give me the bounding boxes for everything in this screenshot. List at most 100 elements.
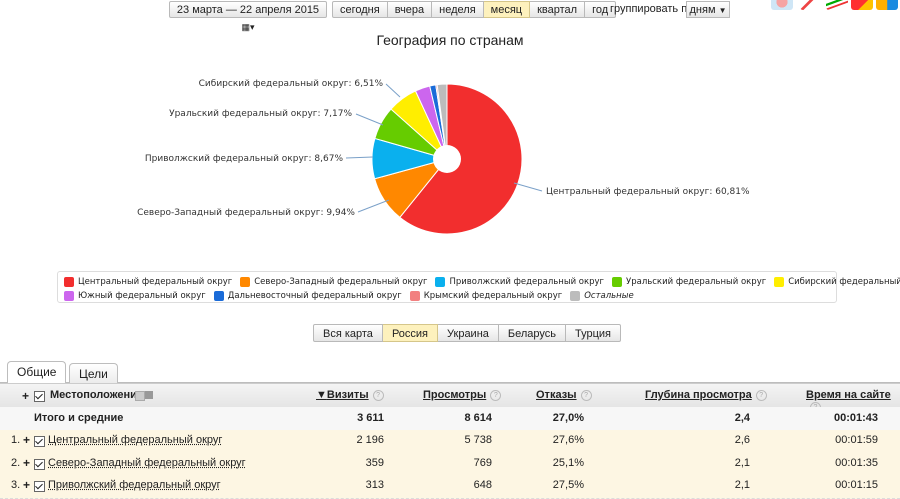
row-depth: 2,1	[660, 457, 750, 469]
tab-general[interactable]: Общие	[7, 361, 66, 383]
leader-line-siberian	[386, 84, 400, 97]
column-depth[interactable]: Глубина просмотра?	[645, 389, 767, 401]
legend-label: Центральный федеральный округ	[78, 277, 232, 287]
row-location-link[interactable]: Северо-Западный федеральный округ	[48, 457, 246, 469]
region-russia-button[interactable]: Россия	[383, 324, 438, 342]
row-bounce: 27,5%	[500, 479, 584, 491]
row-views: 5 738	[410, 434, 492, 446]
leader-line-ural	[356, 114, 383, 125]
legend-label: Дальневосточный федеральный округ	[228, 291, 402, 301]
region-ukraine-button[interactable]: Украина	[438, 324, 499, 342]
table-total-row: Итого и средние 3 611 8 614 27,0% 2,4 00…	[0, 407, 900, 431]
legend-item-fareast[interactable]: Дальневосточный федеральный округ	[214, 291, 402, 301]
row-number: 2.	[11, 457, 20, 469]
legend-label: Сибирский федеральный округ	[788, 277, 900, 287]
row-visits: 313	[300, 479, 384, 491]
total-depth: 2,4	[660, 412, 750, 424]
row-checkbox[interactable]	[34, 480, 45, 492]
legend-label: Уральский федеральный округ	[626, 277, 766, 287]
row-time: 00:01:59	[790, 434, 878, 446]
row-checkbox[interactable]	[34, 435, 45, 447]
legend-item-siberian[interactable]: Сибирский федеральный округ	[774, 277, 900, 287]
pie-chart: Сибирский федеральный округ: 6,51% Ураль…	[0, 0, 900, 260]
legend-item-volga[interactable]: Приволжский федеральный округ	[435, 277, 604, 287]
row-views: 769	[410, 457, 492, 469]
help-icon[interactable]: ?	[756, 390, 767, 401]
legend-label: Южный федеральный округ	[78, 291, 206, 301]
column-location[interactable]: Местоположение	[50, 389, 143, 401]
legend-swatch	[410, 291, 420, 301]
legend-item-ural[interactable]: Уральский федеральный округ	[612, 277, 766, 287]
region-turkey-button[interactable]: Турция	[566, 324, 621, 342]
row-bounce: 25,1%	[500, 457, 584, 469]
legend-item-other[interactable]: Остальные	[570, 291, 633, 301]
legend-item-northwest[interactable]: Северо-Западный федеральный округ	[240, 277, 427, 287]
select-all-checkbox[interactable]	[34, 390, 45, 402]
table-row[interactable]: 2. + Северо-Западный федеральный округ 3…	[0, 452, 900, 475]
legend-swatch	[64, 291, 74, 301]
slice-label-ural: Уральский федеральный округ: 7,17%	[169, 109, 352, 119]
slice-label-volga: Приволжский федеральный округ: 8,67%	[145, 154, 344, 164]
column-filter-icon[interactable]	[145, 391, 153, 399]
pie-hole	[433, 145, 461, 173]
table-row[interactable]: 3. + Приволжский федеральный округ 313 6…	[0, 474, 900, 499]
leader-line-volga	[346, 157, 373, 158]
leader-line-northwest	[358, 200, 389, 212]
column-settings-icon[interactable]	[135, 391, 145, 401]
chart-legend: Центральный федеральный округ Северо-Зап…	[57, 271, 837, 303]
legend-item-crimea[interactable]: Крымский федеральный округ	[410, 291, 562, 301]
total-views: 8 614	[410, 412, 492, 424]
help-icon[interactable]: ?	[373, 390, 384, 401]
column-time-label: Время на сайте	[806, 389, 891, 401]
column-views-label: Просмотры	[423, 389, 486, 401]
legend-item-south[interactable]: Южный федеральный округ	[64, 291, 206, 301]
region-belarus-button[interactable]: Беларусь	[499, 324, 566, 342]
row-number: 3.	[11, 479, 20, 491]
total-label: Итого и средние	[34, 412, 123, 424]
row-time: 00:01:35	[790, 457, 878, 469]
legend-swatch	[240, 277, 250, 287]
total-time: 00:01:43	[790, 412, 878, 424]
help-icon[interactable]: ?	[581, 390, 592, 401]
legend-label: Крымский федеральный округ	[424, 291, 562, 301]
legend-label: Северо-Западный федеральный округ	[254, 277, 427, 287]
table-header: + Местоположение ▼Визиты? Просмотры? Отк…	[0, 383, 900, 409]
region-selector: Вся карта Россия Украина Беларусь Турция	[313, 324, 621, 342]
legend-swatch	[64, 277, 74, 287]
legend-swatch	[612, 277, 622, 287]
legend-item-central[interactable]: Центральный федеральный округ	[64, 277, 232, 287]
column-bounce-label: Отказы	[536, 389, 577, 401]
column-depth-label: Глубина просмотра	[645, 389, 752, 401]
help-icon[interactable]: ?	[490, 390, 501, 401]
tab-goals[interactable]: Цели	[69, 363, 118, 383]
total-bounce: 27,0%	[500, 412, 584, 424]
row-visits: 2 196	[300, 434, 384, 446]
row-bounce: 27,6%	[500, 434, 584, 446]
row-number: 1.	[11, 434, 20, 446]
legend-swatch	[774, 277, 784, 287]
expand-row-icon[interactable]: +	[23, 456, 30, 470]
slice-label-siberian: Сибирский федеральный округ: 6,51%	[199, 79, 384, 89]
legend-swatch	[214, 291, 224, 301]
region-all-map-button[interactable]: Вся карта	[313, 324, 383, 342]
row-checkbox[interactable]	[34, 458, 45, 470]
row-location-link[interactable]: Приволжский федеральный округ	[48, 479, 221, 491]
row-depth: 2,6	[660, 434, 750, 446]
expand-row-icon[interactable]: +	[23, 478, 30, 492]
slice-label-northwest: Северо-Западный федеральный округ: 9,94%	[137, 208, 355, 218]
legend-swatch	[570, 291, 580, 301]
legend-label: Приволжский федеральный округ	[449, 277, 604, 287]
expand-all-icon[interactable]: +	[22, 389, 29, 403]
total-visits: 3 611	[300, 412, 384, 424]
expand-row-icon[interactable]: +	[23, 433, 30, 447]
column-bounce[interactable]: Отказы?	[536, 389, 592, 401]
legend-swatch	[435, 277, 445, 287]
column-visits-label: Визиты	[327, 389, 369, 401]
row-views: 648	[410, 479, 492, 491]
column-views[interactable]: Просмотры?	[423, 389, 501, 401]
row-location-link[interactable]: Центральный федеральный округ	[48, 434, 222, 446]
column-visits[interactable]: ▼Визиты?	[316, 389, 384, 401]
row-depth: 2,1	[660, 479, 750, 491]
table-row[interactable]: 1. + Центральный федеральный округ 2 196…	[0, 430, 900, 453]
slice-label-central: Центральный федеральный округ: 60,81%	[546, 187, 750, 197]
